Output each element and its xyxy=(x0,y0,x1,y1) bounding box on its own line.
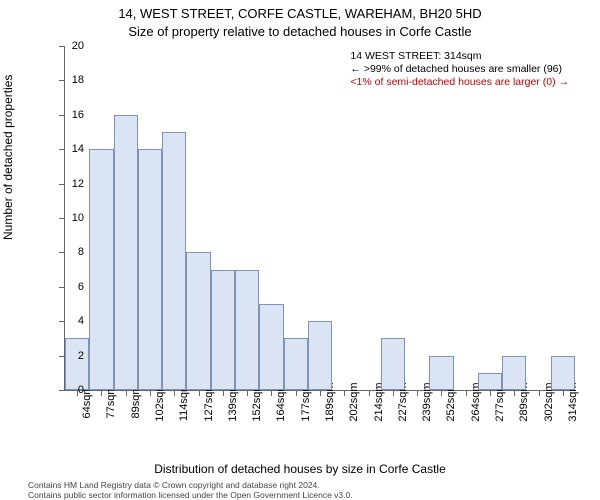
title-line1: 14, WEST STREET, CORFE CASTLE, WAREHAM, … xyxy=(0,6,600,21)
y-tick-label: 20 xyxy=(72,40,84,52)
y-tick-label: 6 xyxy=(78,281,84,293)
x-tick xyxy=(369,390,370,396)
y-tick xyxy=(59,80,65,81)
y-tick xyxy=(59,287,65,288)
x-tick xyxy=(320,390,321,396)
x-tick xyxy=(490,390,491,396)
x-tick xyxy=(247,390,248,396)
histogram-bar xyxy=(211,270,235,390)
y-tick xyxy=(59,218,65,219)
fineprint-line1: Contains HM Land Registry data © Crown c… xyxy=(28,480,320,490)
annotation-box: 14 WEST STREET: 314sqm← >99% of detached… xyxy=(350,50,569,89)
x-tick xyxy=(199,390,200,396)
histogram-bar xyxy=(114,115,138,390)
y-tick xyxy=(59,252,65,253)
y-axis-label: Number of detached properties xyxy=(1,75,15,240)
annotation-line2: ← >99% of detached houses are smaller (9… xyxy=(350,63,569,76)
histogram-bar xyxy=(65,338,89,390)
chart-plot-area: 64sqm77sqm89sqm102sqm114sqm127sqm139sqm1… xyxy=(64,46,575,391)
x-tick xyxy=(101,390,102,396)
histogram-bar xyxy=(89,149,113,390)
y-tick-label: 0 xyxy=(78,384,84,396)
y-tick-label: 12 xyxy=(72,178,84,190)
histogram-bar xyxy=(162,132,186,390)
histogram-bar xyxy=(551,356,575,390)
x-tick xyxy=(223,390,224,396)
histogram-bar xyxy=(429,356,453,390)
x-tick xyxy=(514,390,515,396)
x-tick xyxy=(126,390,127,396)
x-tick xyxy=(174,390,175,396)
y-tick-label: 18 xyxy=(72,74,84,86)
histogram-bar xyxy=(478,373,502,390)
x-tick xyxy=(563,390,564,396)
histogram-bar xyxy=(502,356,526,390)
y-tick xyxy=(59,321,65,322)
y-tick-label: 10 xyxy=(72,212,84,224)
y-tick-label: 16 xyxy=(72,109,84,121)
histogram-bar xyxy=(186,252,210,390)
histogram-bar xyxy=(308,321,332,390)
x-tick xyxy=(150,390,151,396)
x-tick xyxy=(393,390,394,396)
x-tick xyxy=(539,390,540,396)
y-tick xyxy=(59,46,65,47)
y-tick-label: 4 xyxy=(78,315,84,327)
x-tick xyxy=(466,390,467,396)
x-tick-label: 77sqm xyxy=(105,385,117,418)
x-tick xyxy=(271,390,272,396)
y-tick xyxy=(59,115,65,116)
x-tick xyxy=(417,390,418,396)
x-tick-label: 89sqm xyxy=(130,385,142,418)
histogram-bar xyxy=(284,338,308,390)
x-tick xyxy=(441,390,442,396)
x-tick xyxy=(296,390,297,396)
title-line2: Size of property relative to detached ho… xyxy=(0,24,600,39)
fineprint-line2: Contains public sector information licen… xyxy=(28,490,353,500)
y-tick-label: 8 xyxy=(78,246,84,258)
annotation-line3: <1% of semi-detached houses are larger (… xyxy=(350,76,569,89)
histogram-bar xyxy=(259,304,283,390)
histogram-bar xyxy=(381,338,405,390)
y-tick xyxy=(59,149,65,150)
y-tick xyxy=(59,184,65,185)
annotation-line1: 14 WEST STREET: 314sqm xyxy=(350,50,569,63)
y-tick xyxy=(59,390,65,391)
histogram-bar xyxy=(138,149,162,390)
x-axis-label: Distribution of detached houses by size … xyxy=(0,462,600,476)
x-tick xyxy=(344,390,345,396)
y-tick-label: 14 xyxy=(72,143,84,155)
y-tick-label: 2 xyxy=(78,350,84,362)
histogram-bar xyxy=(235,270,259,390)
x-tick-label: 202sqm xyxy=(348,382,360,421)
